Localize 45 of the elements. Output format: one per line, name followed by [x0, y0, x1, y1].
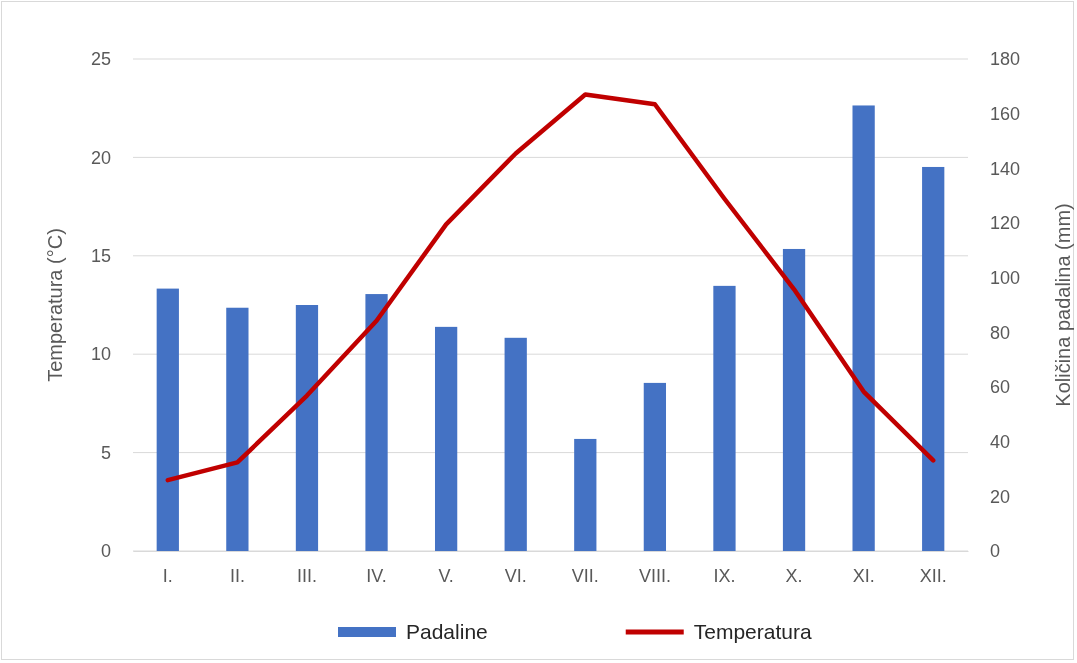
line-series: [165, 92, 936, 483]
bar: [295, 305, 319, 551]
y-tick-label: 0: [100, 541, 111, 562]
y2-tick-label: 20: [990, 486, 1011, 507]
y2-tick-label: 100: [990, 267, 1021, 288]
x-tick-label: VIII.: [638, 565, 671, 586]
x-tick-label: III.: [296, 565, 317, 586]
bar: [713, 285, 736, 551]
x-tick-label: XII.: [919, 565, 947, 586]
bar: [922, 166, 945, 551]
y2-tick-label: 140: [990, 158, 1021, 179]
legend-label: Padaline: [406, 620, 488, 643]
x-tick-label: I.: [162, 565, 173, 586]
y-tick-label: 15: [90, 246, 111, 267]
y2-tick-label: 60: [990, 377, 1011, 398]
y2-tick-label: 180: [990, 49, 1021, 70]
bar: [226, 307, 249, 551]
x-tick-label: V.: [438, 565, 454, 586]
bar: [852, 105, 875, 551]
bar: [365, 294, 388, 551]
bar: [434, 326, 458, 551]
y2-tick-label: 0: [990, 541, 1001, 562]
x-tick-label: IV.: [366, 565, 387, 586]
bar: [643, 382, 667, 551]
bar: [156, 288, 179, 551]
y-axis-title: Temperatura (°C): [44, 228, 66, 382]
y-tick-label: 25: [90, 49, 111, 70]
y-tick-label: 10: [90, 344, 111, 365]
y2-axis-title: Količina padalina (mm): [1052, 203, 1074, 407]
legend-label: Temperatura: [693, 620, 812, 643]
y2-tick-label: 120: [990, 213, 1021, 234]
x-tick-label: VI.: [504, 565, 527, 586]
x-tick-label: XI.: [852, 565, 875, 586]
y2-tick-label: 80: [990, 322, 1011, 343]
x-tick-label: X.: [785, 565, 803, 586]
bar: [504, 337, 527, 551]
y-tick-label: 5: [100, 442, 111, 463]
x-tick-label: VII.: [571, 565, 599, 586]
y2-tick-label: 160: [990, 103, 1021, 124]
y-tick-label: 20: [90, 147, 111, 168]
bar: [574, 438, 597, 551]
x-tick-label: II.: [229, 565, 245, 586]
bar: [782, 248, 806, 551]
x-tick-label: IX.: [713, 565, 736, 586]
y2-tick-label: 40: [990, 431, 1011, 452]
